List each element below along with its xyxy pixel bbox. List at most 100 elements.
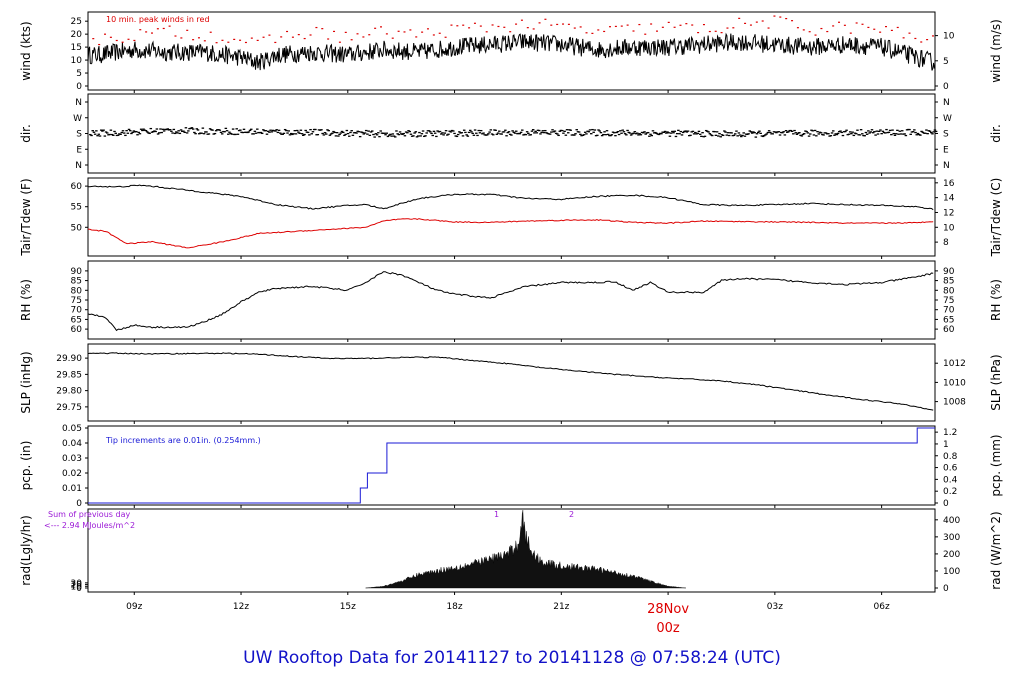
axis-label-right-dir: dir. bbox=[989, 124, 1003, 143]
dir-mark bbox=[110, 133, 114, 136]
dir-mark bbox=[247, 131, 251, 133]
dir-mark bbox=[341, 131, 345, 134]
dir-mark bbox=[228, 131, 231, 133]
dir-mark bbox=[621, 129, 624, 131]
dir-mark bbox=[777, 131, 781, 133]
dir-mark bbox=[401, 133, 404, 136]
dir-mark bbox=[557, 134, 560, 137]
y-tick-label-left: N bbox=[75, 98, 82, 108]
dir-mark bbox=[124, 134, 127, 137]
dir-mark bbox=[534, 130, 537, 133]
dir-mark bbox=[806, 132, 810, 134]
dir-mark bbox=[179, 129, 183, 131]
dir-mark bbox=[294, 133, 298, 135]
peak-wind-dot bbox=[808, 31, 811, 33]
peak-wind-dot bbox=[931, 35, 934, 37]
x-tick-label: 21z bbox=[553, 602, 569, 612]
dir-mark bbox=[415, 136, 419, 138]
dir-mark bbox=[389, 133, 392, 136]
dir-mark bbox=[750, 132, 754, 134]
dir-mark bbox=[625, 134, 628, 136]
peak-wind-dot bbox=[92, 38, 95, 40]
dir-mark bbox=[552, 131, 555, 133]
dir-mark bbox=[441, 132, 444, 134]
y-tick-label-right: 85 bbox=[943, 277, 954, 287]
dir-mark bbox=[99, 129, 103, 131]
peak-wind-dot bbox=[779, 16, 782, 18]
dir-mark bbox=[191, 128, 195, 130]
dir-mark bbox=[511, 130, 514, 132]
dir-mark bbox=[379, 130, 382, 132]
dir-mark bbox=[663, 130, 667, 133]
dir-mark bbox=[667, 132, 670, 134]
dir-mark bbox=[407, 130, 410, 132]
dir-mark bbox=[288, 134, 292, 136]
dir-mark bbox=[909, 133, 912, 135]
dir-mark bbox=[370, 130, 374, 132]
peak-wind-dot bbox=[867, 26, 870, 29]
dir-mark bbox=[598, 130, 601, 132]
dir-mark bbox=[583, 131, 587, 133]
y-tick-label-left: 25 bbox=[71, 17, 82, 27]
dir-mark bbox=[162, 130, 166, 132]
y-tick-label-left: 20 bbox=[71, 581, 83, 591]
peak-wind-dot bbox=[321, 28, 324, 30]
dir-mark bbox=[349, 131, 352, 134]
dir-mark bbox=[782, 131, 785, 133]
peak-wind-dot bbox=[203, 40, 206, 42]
dir-mark bbox=[453, 132, 456, 135]
dir-mark bbox=[809, 133, 812, 135]
dir-mark bbox=[531, 129, 535, 131]
dir-mark bbox=[854, 133, 858, 135]
y-tick-label-left: N bbox=[75, 161, 82, 171]
axis-label-left-rh: RH (%) bbox=[19, 279, 33, 321]
peak-wind-dot bbox=[814, 34, 817, 36]
axis-label-right-rh: RH (%) bbox=[989, 279, 1003, 321]
peak-wind-dot bbox=[597, 29, 600, 31]
dir-mark bbox=[262, 129, 265, 131]
peak-wind-dot bbox=[374, 27, 377, 29]
dir-mark bbox=[97, 133, 101, 135]
dir-mark bbox=[873, 131, 876, 133]
dir-mark bbox=[632, 132, 635, 134]
peak-wind-dot bbox=[380, 26, 383, 28]
peak-wind-dot bbox=[303, 37, 306, 40]
peak-wind-dot bbox=[626, 24, 629, 26]
dir-mark bbox=[558, 130, 562, 132]
dir-mark bbox=[548, 133, 552, 135]
dir-mark bbox=[449, 131, 453, 133]
dir-mark bbox=[482, 132, 485, 134]
dir-mark bbox=[293, 129, 297, 132]
dir-mark bbox=[93, 133, 97, 135]
dir-mark bbox=[141, 129, 144, 132]
dir-mark bbox=[387, 134, 391, 136]
dir-mark bbox=[892, 132, 896, 135]
dir-mark bbox=[113, 130, 116, 133]
y-tick-label-right: 200 bbox=[943, 550, 960, 560]
peak-wind-dot bbox=[180, 37, 183, 39]
peak-wind-dot bbox=[644, 33, 647, 35]
dir-mark bbox=[208, 128, 212, 130]
dir-mark bbox=[893, 134, 897, 137]
dir-mark bbox=[108, 133, 111, 136]
dir-mark bbox=[472, 134, 476, 136]
dir-mark bbox=[378, 136, 381, 138]
dir-mark bbox=[439, 133, 443, 135]
x-tick-label: 09z bbox=[126, 602, 142, 612]
dir-mark bbox=[254, 132, 258, 134]
dir-mark bbox=[845, 129, 848, 131]
peak-wind-dot bbox=[520, 19, 523, 21]
dir-mark bbox=[563, 130, 566, 132]
dir-mark bbox=[282, 132, 286, 135]
dir-mark bbox=[306, 131, 310, 134]
y-tick-label-left: E bbox=[76, 145, 82, 155]
dir-mark bbox=[329, 133, 333, 135]
dir-mark bbox=[429, 131, 432, 133]
dir-mark bbox=[767, 130, 771, 132]
dir-mark bbox=[792, 133, 795, 135]
dir-mark bbox=[95, 130, 98, 132]
dir-mark bbox=[539, 133, 542, 135]
dir-mark bbox=[393, 136, 397, 138]
dir-mark bbox=[367, 130, 370, 132]
dir-mark bbox=[891, 129, 894, 131]
